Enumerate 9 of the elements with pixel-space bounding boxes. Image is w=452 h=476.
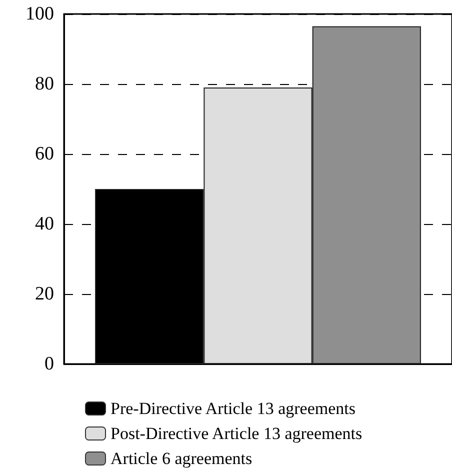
- legend-label: Post-Directive Article 13 agreements: [110, 424, 362, 443]
- y-tick-label: 100: [26, 4, 54, 24]
- y-tick-label: 40: [35, 214, 54, 234]
- y-tick-label: 80: [35, 74, 54, 94]
- y-tick-label: 0: [44, 354, 54, 374]
- legend-label: Article 6 agreements: [110, 449, 252, 468]
- legend-label: Pre-Directive Article 13 agreements: [110, 399, 356, 418]
- y-tick-label: 60: [35, 144, 54, 164]
- y-tick-label: 20: [35, 284, 54, 304]
